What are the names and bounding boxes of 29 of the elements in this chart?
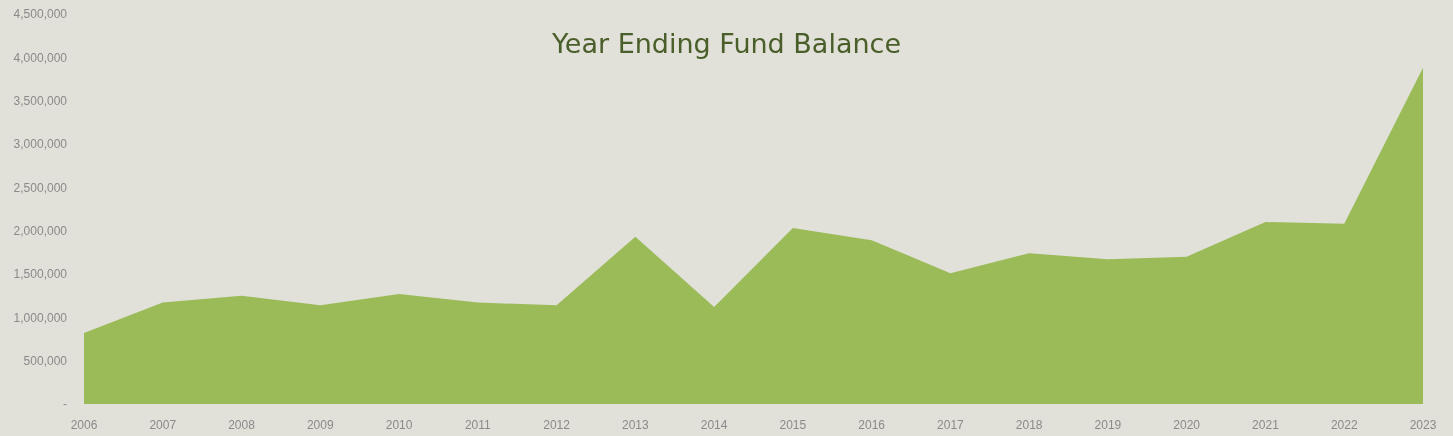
x-tick-label: 2014 [700,418,728,432]
x-tick-label: 2017 [937,418,965,432]
x-tick-label: 2013 [622,418,650,432]
x-tick-label: 2015 [779,418,807,432]
x-tick-label: 2023 [1409,418,1437,432]
y-tick-label: 3,500,000 [13,93,68,108]
x-tick-label: 2019 [1094,418,1122,432]
y-tick-label: 2,500,000 [13,180,68,195]
x-tick-label: 2016 [858,418,886,432]
y-tick-label: 1,000,000 [13,310,68,325]
x-tick-label: 2020 [1173,418,1201,432]
x-tick-label: 2009 [306,418,334,432]
y-tick-label: 2,000,000 [13,223,68,238]
x-tick-label: 2006 [70,418,98,432]
x-tick-label: 2018 [1015,418,1043,432]
x-tick-label: 2007 [149,418,177,432]
x-tick-label: 2012 [543,418,571,432]
y-tick-label: 3,000,000 [13,137,68,152]
text: Year Ending Fund Balance [550,28,902,59]
y-tick-label: 500,000 [23,353,68,368]
x-tick-label: 2008 [228,418,256,432]
y-tick-label: 4,500,000 [13,7,68,22]
x-tick-label: 2022 [1330,418,1358,432]
y-tick-label: 1,500,000 [13,267,68,282]
y-tick-label: 4,000,000 [13,50,68,65]
y-tick-label: - [63,397,67,412]
x-tick-label: 2021 [1252,418,1280,432]
x-tick-label: 2011 [464,418,492,432]
x-tick-label: 2010 [385,418,413,432]
